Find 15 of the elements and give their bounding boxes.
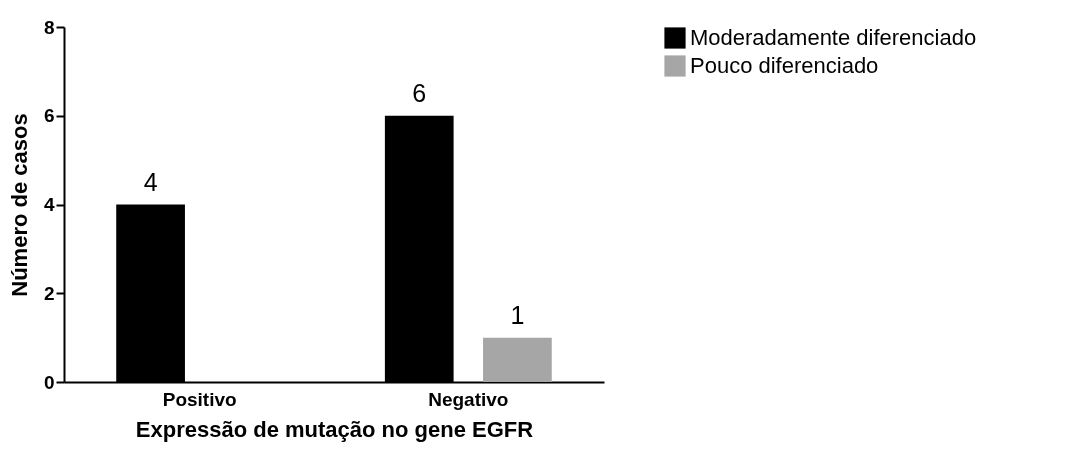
x-tick-label: Positivo	[162, 388, 237, 410]
data-label: 6	[412, 78, 427, 107]
y-tick-label: 8	[43, 16, 55, 38]
y-tick-label: 4	[43, 194, 55, 215]
x-axis-title: Expressão de mutação no gene EGFR	[135, 416, 534, 442]
legend-label: Moderadamente diferenciado	[690, 25, 977, 50]
legend-label: Pouco diferenciado	[690, 53, 879, 78]
x-tick-label: Negativo	[428, 388, 509, 410]
y-axis-title: Número de casos	[6, 113, 32, 297]
y-tick-label: 6	[43, 105, 55, 127]
y-tick-label: 2	[43, 282, 55, 304]
data-label: 4	[143, 167, 158, 196]
bar	[483, 337, 552, 382]
y-tick-label: 0	[43, 371, 55, 393]
data-label: 1	[510, 300, 525, 329]
